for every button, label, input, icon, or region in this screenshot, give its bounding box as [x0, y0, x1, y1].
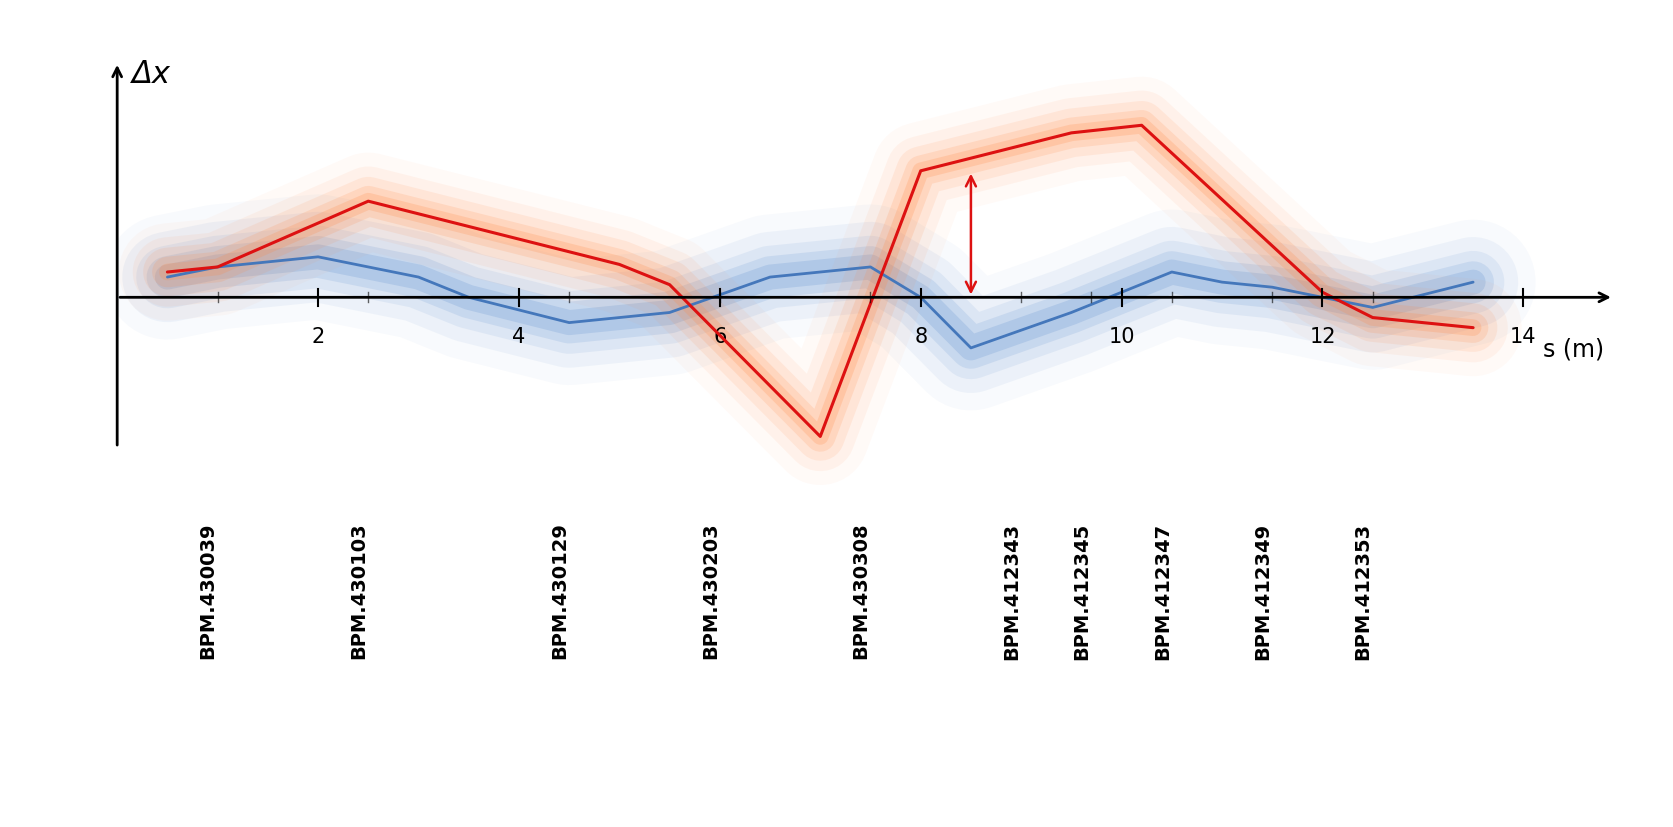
Text: BPM.430039: BPM.430039 — [199, 522, 217, 658]
Text: 14: 14 — [1509, 327, 1536, 347]
Text: BPM.412353: BPM.412353 — [1353, 522, 1372, 659]
Text: 4: 4 — [512, 327, 525, 347]
Text: BPM.412347: BPM.412347 — [1153, 522, 1171, 659]
Text: Δx: Δx — [132, 60, 171, 89]
Text: 10: 10 — [1108, 327, 1134, 347]
Text: BPM.412349: BPM.412349 — [1253, 522, 1271, 659]
Text: BPM.430203: BPM.430203 — [701, 522, 719, 658]
Text: BPM.430129: BPM.430129 — [550, 522, 569, 658]
Text: BPM.412345: BPM.412345 — [1072, 522, 1091, 659]
Text: BPM.430308: BPM.430308 — [852, 522, 870, 658]
Text: BPM.430103: BPM.430103 — [350, 522, 368, 658]
Text: 12: 12 — [1308, 327, 1335, 347]
Text: 8: 8 — [913, 327, 927, 347]
Text: s (m): s (m) — [1541, 337, 1603, 361]
Text: BPM.412343: BPM.412343 — [1002, 522, 1021, 659]
Text: 2: 2 — [311, 327, 325, 347]
Text: 6: 6 — [713, 327, 726, 347]
